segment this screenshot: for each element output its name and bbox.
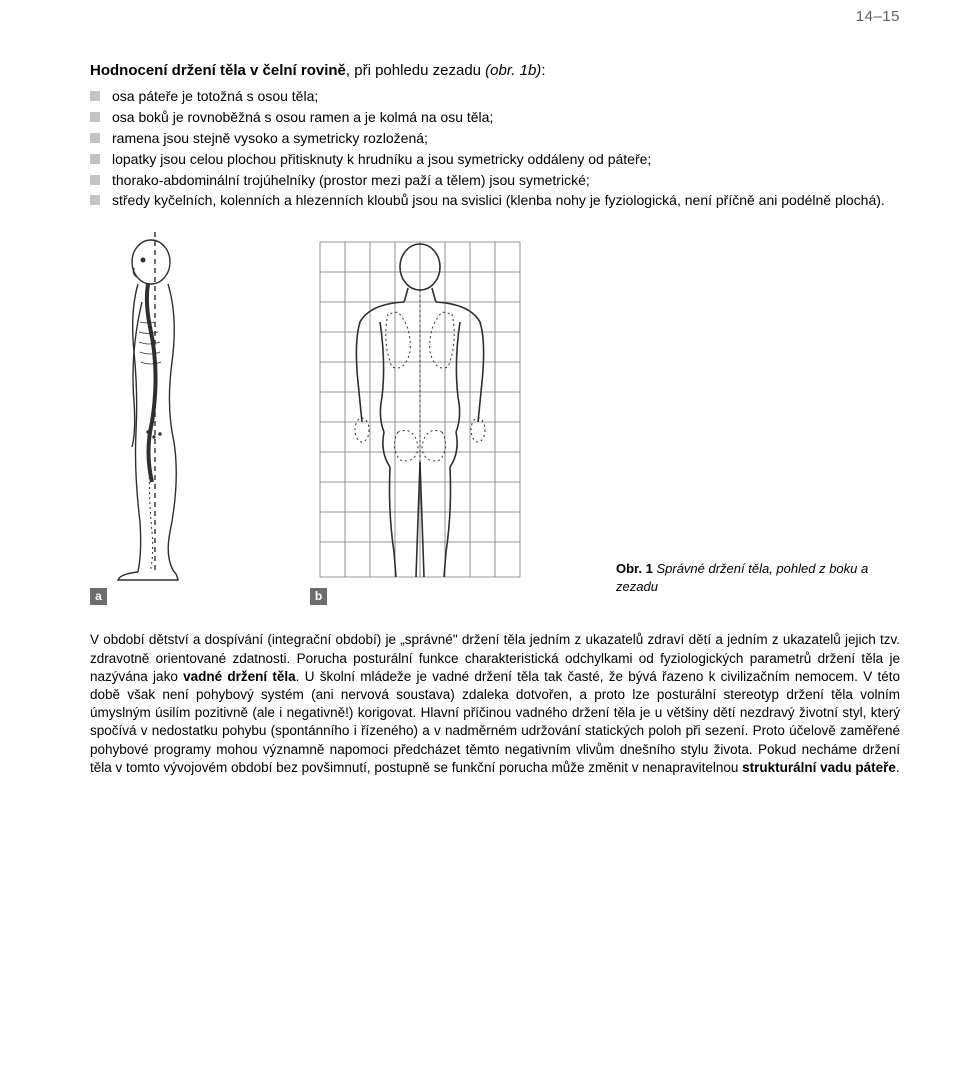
figure-label-b: b (310, 588, 327, 605)
para-b2: strukturální vadu páteře (742, 760, 896, 775)
figure-b: b (310, 232, 530, 605)
figure-caption: Obr. 1 Správné držení těla, pohled z bok… (616, 560, 900, 595)
bullet-list: osa páteře je totožná s osou těla; osa b… (90, 87, 900, 210)
body-back-view (310, 232, 530, 582)
page: 14–15 Hodnocení držení těla v čelní rovi… (0, 0, 960, 1075)
figure-label-a: a (90, 588, 107, 605)
list-item: thorako-abdominální trojúhelníky (prosto… (90, 171, 900, 190)
list-item: středy kyčelních, kolenních a hlezenních… (90, 191, 900, 210)
list-item: ramena jsou stejně vysoko a symetricky r… (90, 129, 900, 148)
list-item: osa páteře je totožná s osou těla; (90, 87, 900, 106)
page-number: 14–15 (856, 8, 900, 25)
caption-label: Obr. 1 (616, 561, 653, 576)
heading-plain: , při pohledu zezadu (346, 62, 485, 79)
para-t3: . (896, 760, 900, 775)
para-b1: vadné držení těla (183, 669, 296, 684)
heading-tail: : (541, 62, 545, 79)
list-item: lopatky jsou celou plochou přitisknuty k… (90, 150, 900, 169)
heading-italic: (obr. 1b) (485, 62, 541, 79)
figure-a: a (90, 232, 240, 605)
figure-row: a (90, 232, 900, 605)
section-heading: Hodnocení držení těla v čelní rovině, př… (90, 60, 900, 81)
body-paragraph: V období dětství a dospívání (integrační… (90, 631, 900, 777)
body-side-view (90, 232, 240, 582)
caption-text: Správné držení těla, pohled z boku a zez… (616, 561, 868, 594)
heading-bold: Hodnocení držení těla v čelní rovině (90, 62, 346, 79)
list-item: osa boků je rovnoběžná s osou ramen a je… (90, 108, 900, 127)
